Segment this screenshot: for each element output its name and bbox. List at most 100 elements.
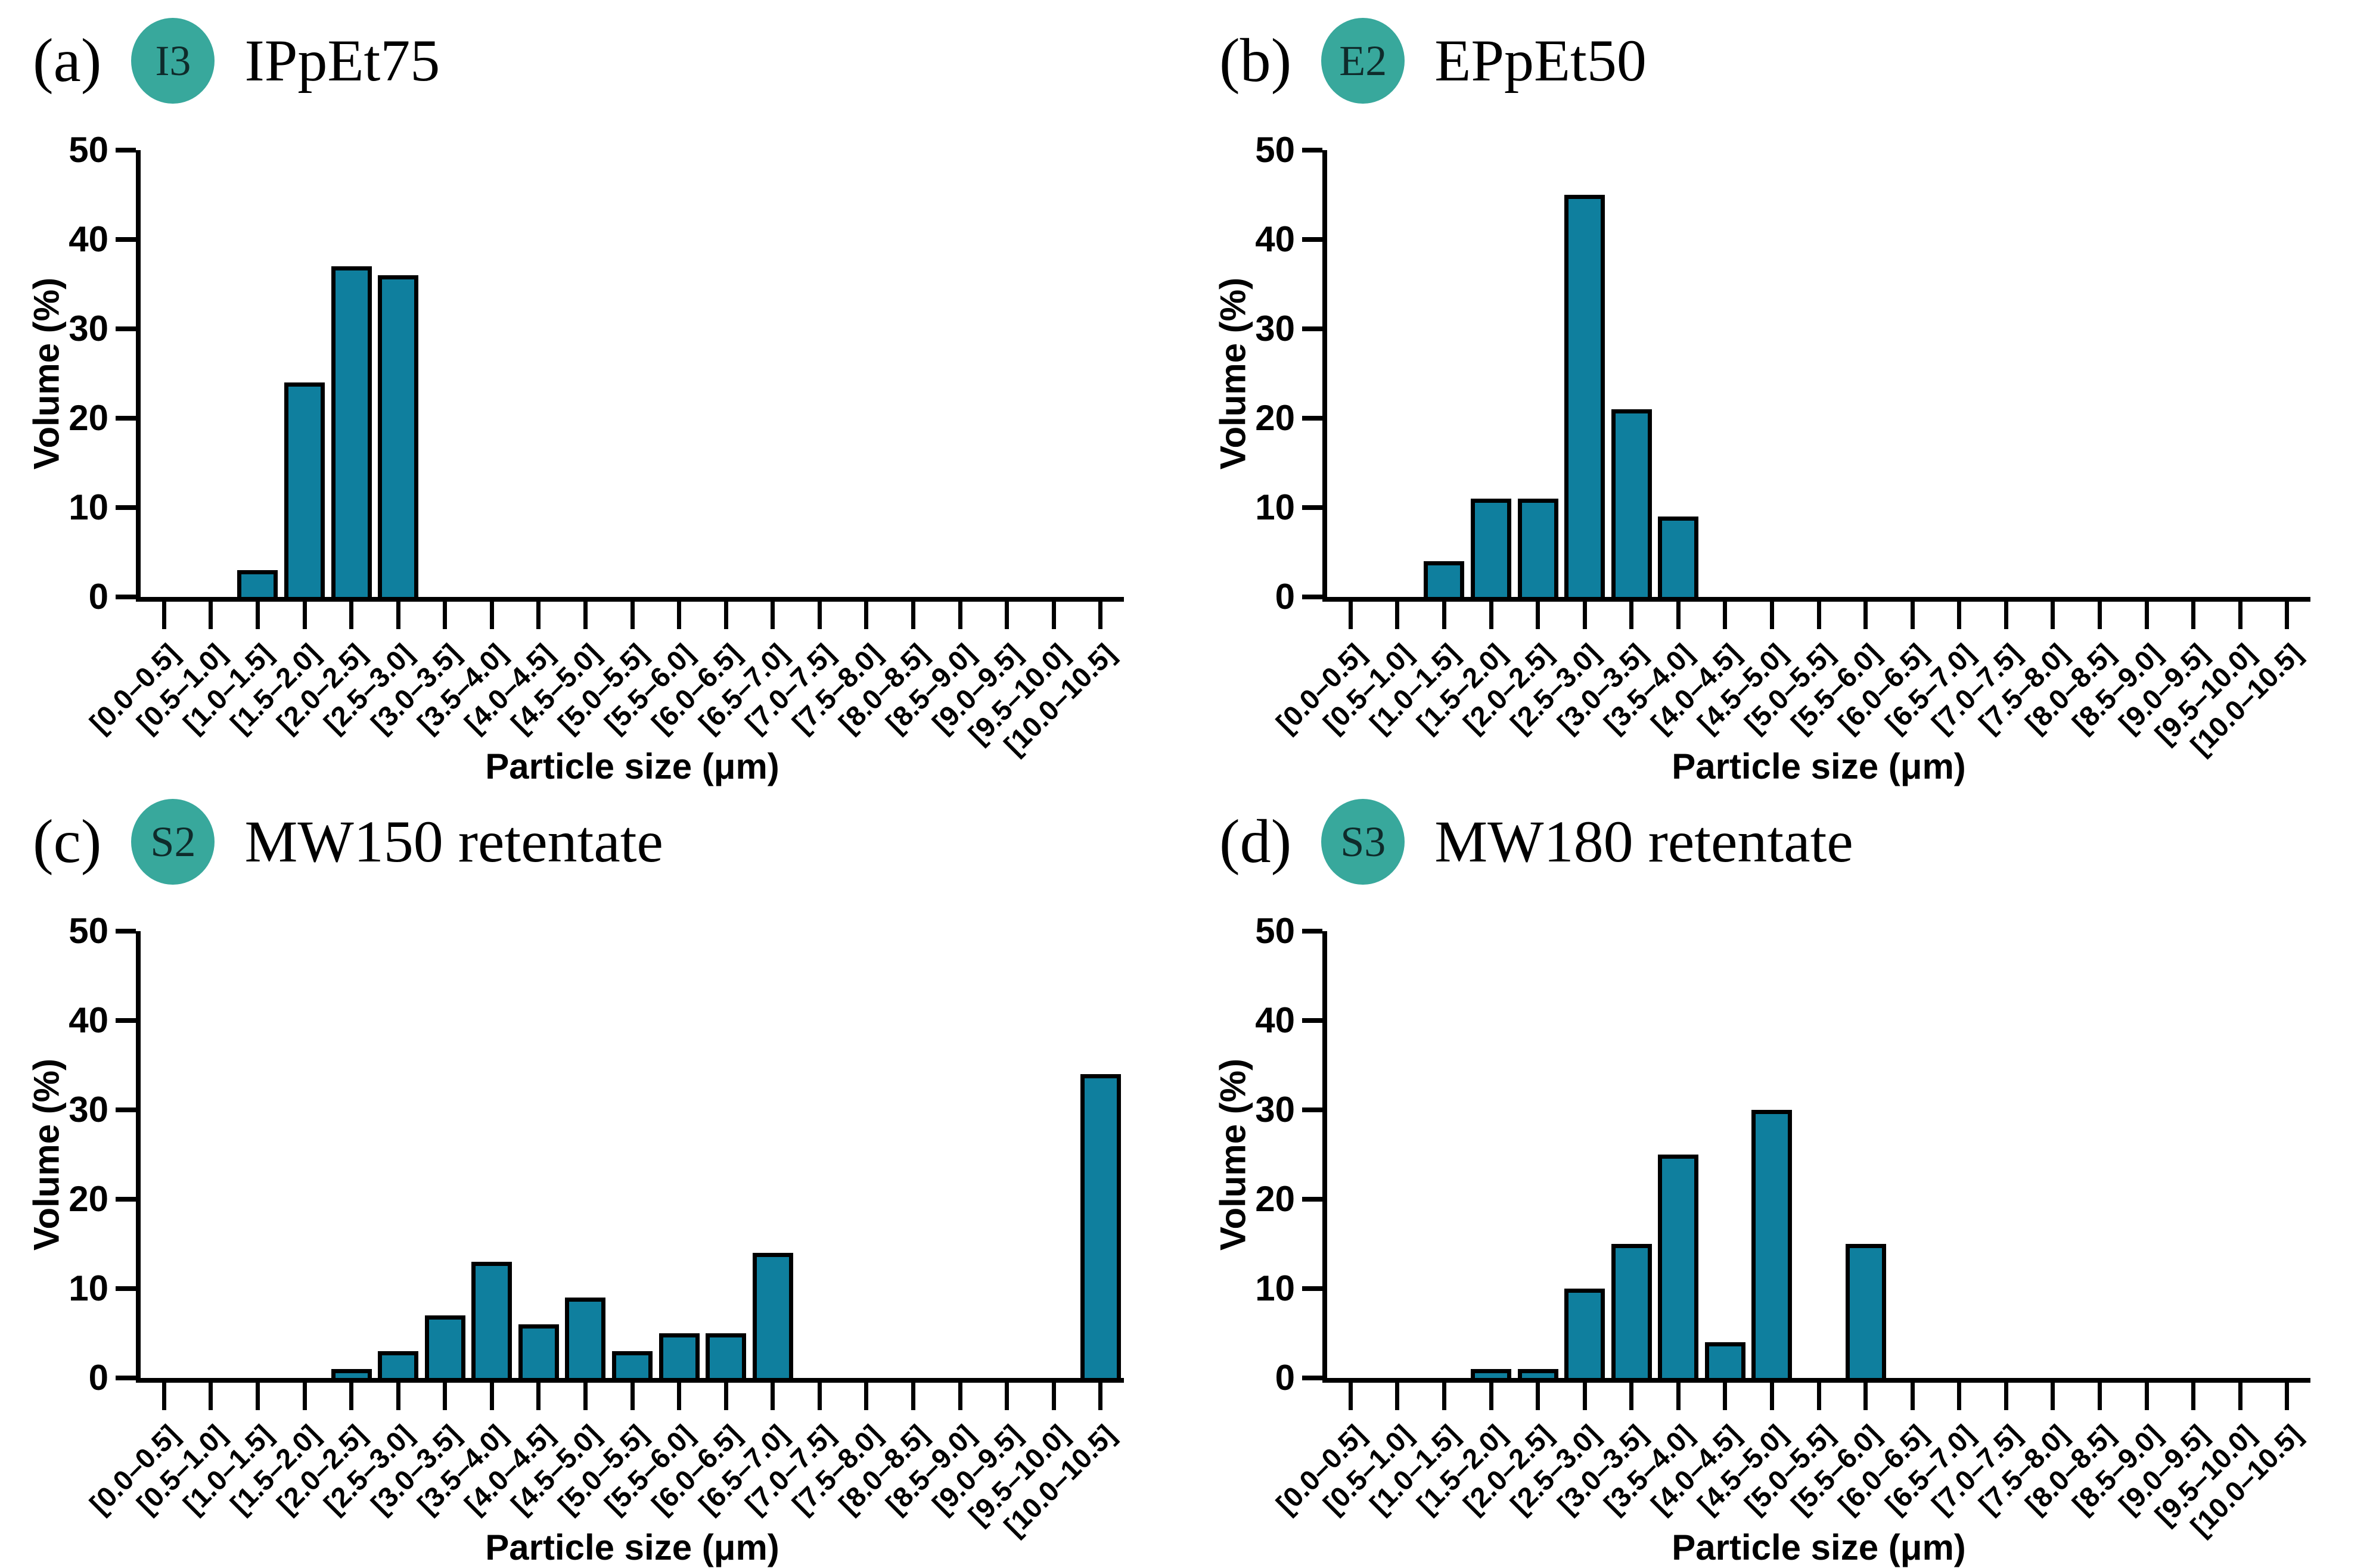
y-tick	[116, 1376, 136, 1380]
x-tick	[1629, 602, 1634, 629]
x-tick	[864, 1383, 869, 1410]
y-tick	[1302, 1197, 1322, 1202]
x-tick	[2285, 602, 2290, 629]
bar	[1471, 499, 1511, 597]
bar	[1564, 1289, 1605, 1378]
y-tick-label: 50	[69, 911, 108, 951]
bar	[612, 1351, 653, 1378]
y-axis-title: Volume (%)	[26, 277, 67, 470]
x-tick	[2144, 1383, 2149, 1410]
x-tick	[1005, 602, 1010, 629]
x-tick	[489, 1383, 494, 1410]
x-tick	[1098, 602, 1103, 629]
bar	[1658, 517, 1699, 597]
x-tick	[1676, 1383, 1681, 1410]
x-tick	[2238, 1383, 2242, 1410]
x-tick	[2097, 602, 2102, 629]
panel-a: (a) I3 IPpEt75 Volume (%) Particle size …	[0, 0, 1186, 786]
sample-badge: S3	[1321, 799, 1405, 885]
x-tick	[2285, 1383, 2290, 1410]
x-tick	[630, 602, 635, 629]
x-tick	[443, 1383, 448, 1410]
panel-c-header: (c) S2 MW150 retentate	[33, 799, 663, 885]
bar	[1080, 1074, 1121, 1378]
y-tick	[116, 237, 136, 242]
y-tick	[116, 929, 136, 934]
bar	[1845, 1244, 1886, 1378]
y-tick	[116, 148, 136, 153]
x-tick	[1442, 1383, 1446, 1410]
y-tick-label: 40	[1255, 219, 1295, 259]
y-tick-label: 40	[69, 1000, 108, 1040]
x-tick	[349, 1383, 354, 1410]
y-tick-label: 10	[1255, 487, 1295, 527]
plot-area: Volume (%) Particle size (μm) 0 10 20 30 40 5…	[27, 132, 1124, 786]
x-tick	[1348, 602, 1353, 629]
plot-area: Volume (%) Particle size (μm) 0 10 20 30 40 5…	[1213, 132, 2310, 786]
x-tick	[723, 602, 728, 629]
x-tick	[1957, 1383, 1962, 1410]
y-tick-label: 30	[69, 309, 108, 349]
bar	[331, 266, 372, 597]
y-tick-label: 50	[1255, 911, 1295, 951]
x-tick	[583, 1383, 588, 1410]
y-tick-label: 40	[69, 219, 108, 259]
y-tick	[1302, 1286, 1322, 1291]
x-tick	[255, 602, 260, 629]
bar	[1517, 499, 1558, 597]
y-tick	[1302, 1107, 1322, 1112]
y-tick	[1302, 326, 1322, 331]
x-tick	[1863, 1383, 1868, 1410]
x-tick	[630, 1383, 635, 1410]
y-tick-label: 50	[69, 130, 108, 170]
x-tick	[583, 602, 588, 629]
y-tick-label: 30	[1255, 309, 1295, 349]
bar	[331, 1369, 372, 1378]
x-tick	[443, 602, 448, 629]
y-tick-label: 0	[88, 577, 108, 617]
x-tick	[1051, 1383, 1056, 1410]
x-axis-title: Particle size (μm)	[1672, 1527, 1966, 1567]
y-tick	[1302, 595, 1322, 599]
bar	[706, 1333, 747, 1378]
y-tick	[1302, 1018, 1322, 1023]
y-tick	[116, 505, 136, 510]
x-tick	[2051, 602, 2055, 629]
x-tick	[1442, 602, 1446, 629]
bar	[1751, 1110, 1793, 1378]
x-tick	[1910, 602, 1915, 629]
x-tick	[161, 602, 166, 629]
x-tick	[1489, 602, 1493, 629]
y-tick-label: 30	[1255, 1090, 1295, 1130]
x-tick	[1629, 1383, 1634, 1410]
panel-letter: (b)	[1219, 26, 1292, 95]
x-tick	[1005, 1383, 1010, 1410]
x-tick	[1769, 1383, 1774, 1410]
bar	[1424, 561, 1465, 597]
x-tick	[302, 602, 307, 629]
x-tick	[209, 602, 213, 629]
y-tick	[1302, 416, 1322, 421]
x-tick	[771, 1383, 775, 1410]
y-tick-label: 0	[1275, 577, 1295, 617]
bar	[518, 1324, 559, 1378]
panel-a-header: (a) I3 IPpEt75	[33, 18, 440, 104]
x-tick	[1489, 1383, 1493, 1410]
y-tick-label: 10	[69, 487, 108, 527]
x-tick	[1910, 1383, 1915, 1410]
x-tick	[1098, 1383, 1103, 1410]
x-tick	[1957, 602, 1962, 629]
sample-badge: E2	[1321, 18, 1405, 104]
x-tick	[958, 602, 962, 629]
x-tick	[1395, 602, 1400, 629]
y-tick-label: 20	[1255, 398, 1295, 438]
y-axis-title: Volume (%)	[1213, 277, 1253, 470]
panel-letter: (d)	[1219, 807, 1292, 876]
y-tick	[116, 416, 136, 421]
bar	[565, 1298, 606, 1378]
x-tick	[911, 1383, 915, 1410]
x-tick	[1769, 602, 1774, 629]
bar	[659, 1333, 700, 1378]
y-tick-label: 40	[1255, 1000, 1295, 1040]
plot-area: Volume (%) Particle size (μm) 0 10 20 30 40 5…	[1213, 913, 2310, 1567]
